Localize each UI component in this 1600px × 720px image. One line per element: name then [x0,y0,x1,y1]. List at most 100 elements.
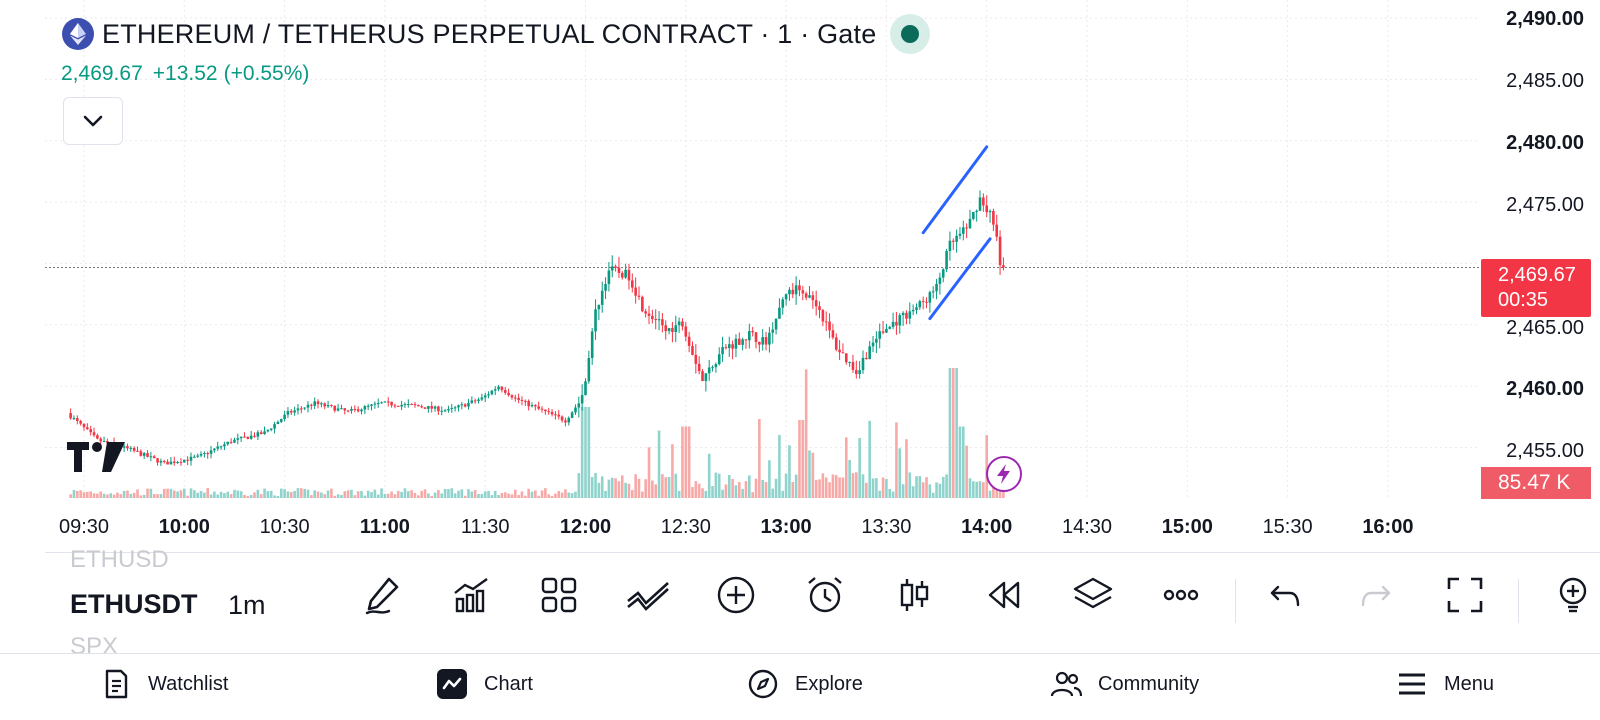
candle-body [156,458,159,463]
volume-bar [346,490,350,498]
nav-chart[interactable]: Chart [436,668,533,700]
candle-body [855,369,858,375]
candle-body [627,269,631,281]
candle-countdown: 00:35 [1498,289,1549,311]
add-plus-circle-icon[interactable] [714,573,758,617]
replay-rewind-icon[interactable] [982,573,1026,617]
nav-explore[interactable]: Explore [747,668,863,700]
market-status-indicator[interactable] [890,14,931,54]
volume-bar [948,368,952,498]
candlestick-type-icon[interactable] [892,573,936,617]
time-tick-label: 13:30 [861,516,912,538]
more-dots-icon[interactable] [1159,573,1203,617]
candle-body [507,392,510,396]
volume-bar [393,494,397,498]
volume-bar [316,491,320,498]
alarm-clock-icon[interactable] [803,573,847,617]
tradingview-logo-icon[interactable] [67,442,125,477]
redo-icon[interactable] [1353,573,1397,617]
candle-body [336,408,340,411]
volume-bar [527,488,530,498]
candle-body [196,455,199,457]
volume-bar [400,491,403,498]
volume-bar [132,492,136,498]
nav-watchlist[interactable]: Watchlist [100,668,228,700]
indicators-icon[interactable] [449,573,493,617]
candle-body [427,406,430,409]
candle-body [848,361,851,363]
volume-bar [350,489,353,498]
candle-body [136,450,139,452]
nav-menu-label: Menu [1444,672,1495,695]
candle-body [617,267,621,273]
candle-body [92,432,96,436]
candle-body [330,404,333,406]
volume-bar [778,434,781,498]
chart-area[interactable]: ETHEREUM / TETHERUS PERPETUAL CONTRACT ·… [0,0,1600,548]
undo-icon[interactable] [1264,573,1308,617]
volume-bar [366,490,370,498]
volume-bar [801,420,805,498]
volume-bar [841,477,845,498]
candle-body [600,290,604,305]
volume-bar [323,494,327,498]
drawing-pencil-icon[interactable] [361,573,405,617]
candle-body [915,307,918,310]
volume-bar [326,490,330,498]
volume-bar [674,473,678,498]
candle-body [219,446,223,448]
collapse-legend-button[interactable] [63,97,123,145]
symbol-title: ETHEREUM / TETHERUS PERPETUAL CONTRACT ·… [102,18,877,49]
price-chart[interactable] [0,0,1600,548]
volume-bar [487,490,490,498]
compare-symbols-icon[interactable] [626,573,670,617]
volume-bar [570,493,574,498]
candle-body [721,347,724,355]
symbol-prev[interactable]: ETHUSD [70,546,169,573]
nav-community[interactable]: Community [1050,668,1199,700]
volume-bar [196,492,199,498]
fullscreen-icon[interactable] [1443,573,1487,617]
candle-body [871,342,875,347]
volume-bar [503,492,507,498]
candle-body [176,461,179,463]
volume-bar [453,493,457,498]
candle-body [918,301,922,308]
interval-selector[interactable]: 1m [228,590,266,620]
layers-icon[interactable] [1071,573,1115,617]
symbol-next[interactable]: SPX [70,633,119,660]
chart-icon [436,668,468,700]
lightning-bolt-icon[interactable] [986,456,1022,492]
volume-bar [714,472,718,498]
candle-body [778,307,781,319]
symbol-selector[interactable]: ETHUSDT [70,589,198,619]
volume-bar [293,490,296,498]
candle-body [440,410,444,412]
volume-bar [122,490,126,498]
volume-bar [540,490,544,498]
candle-body [958,233,962,236]
candle-body [995,224,999,237]
last-price-badge-value: 2,469.67 [1498,264,1576,286]
volume-bar [403,488,407,498]
price-tick-label: 2,480.00 [1506,132,1584,154]
candle-body [895,321,898,326]
nav-menu[interactable]: Menu [1396,668,1494,700]
candle-body [266,429,270,432]
candle-body [968,218,972,229]
volume-bar [988,490,992,498]
volume-bar [921,482,925,498]
candle-body [727,344,731,348]
time-tick-label: 15:00 [1161,516,1213,538]
candle-body [992,210,995,225]
candle-body [186,459,189,461]
ideas-lightbulb-icon[interactable] [1553,573,1593,617]
volume-bar [149,488,153,498]
layouts-grid-icon[interactable] [537,573,581,617]
candle-body [524,400,527,402]
last-price: 2,469.67 [61,62,143,85]
candle-body [433,406,437,409]
volume-bar [834,475,838,498]
candle-body [717,354,721,365]
volume-bar [737,482,741,498]
